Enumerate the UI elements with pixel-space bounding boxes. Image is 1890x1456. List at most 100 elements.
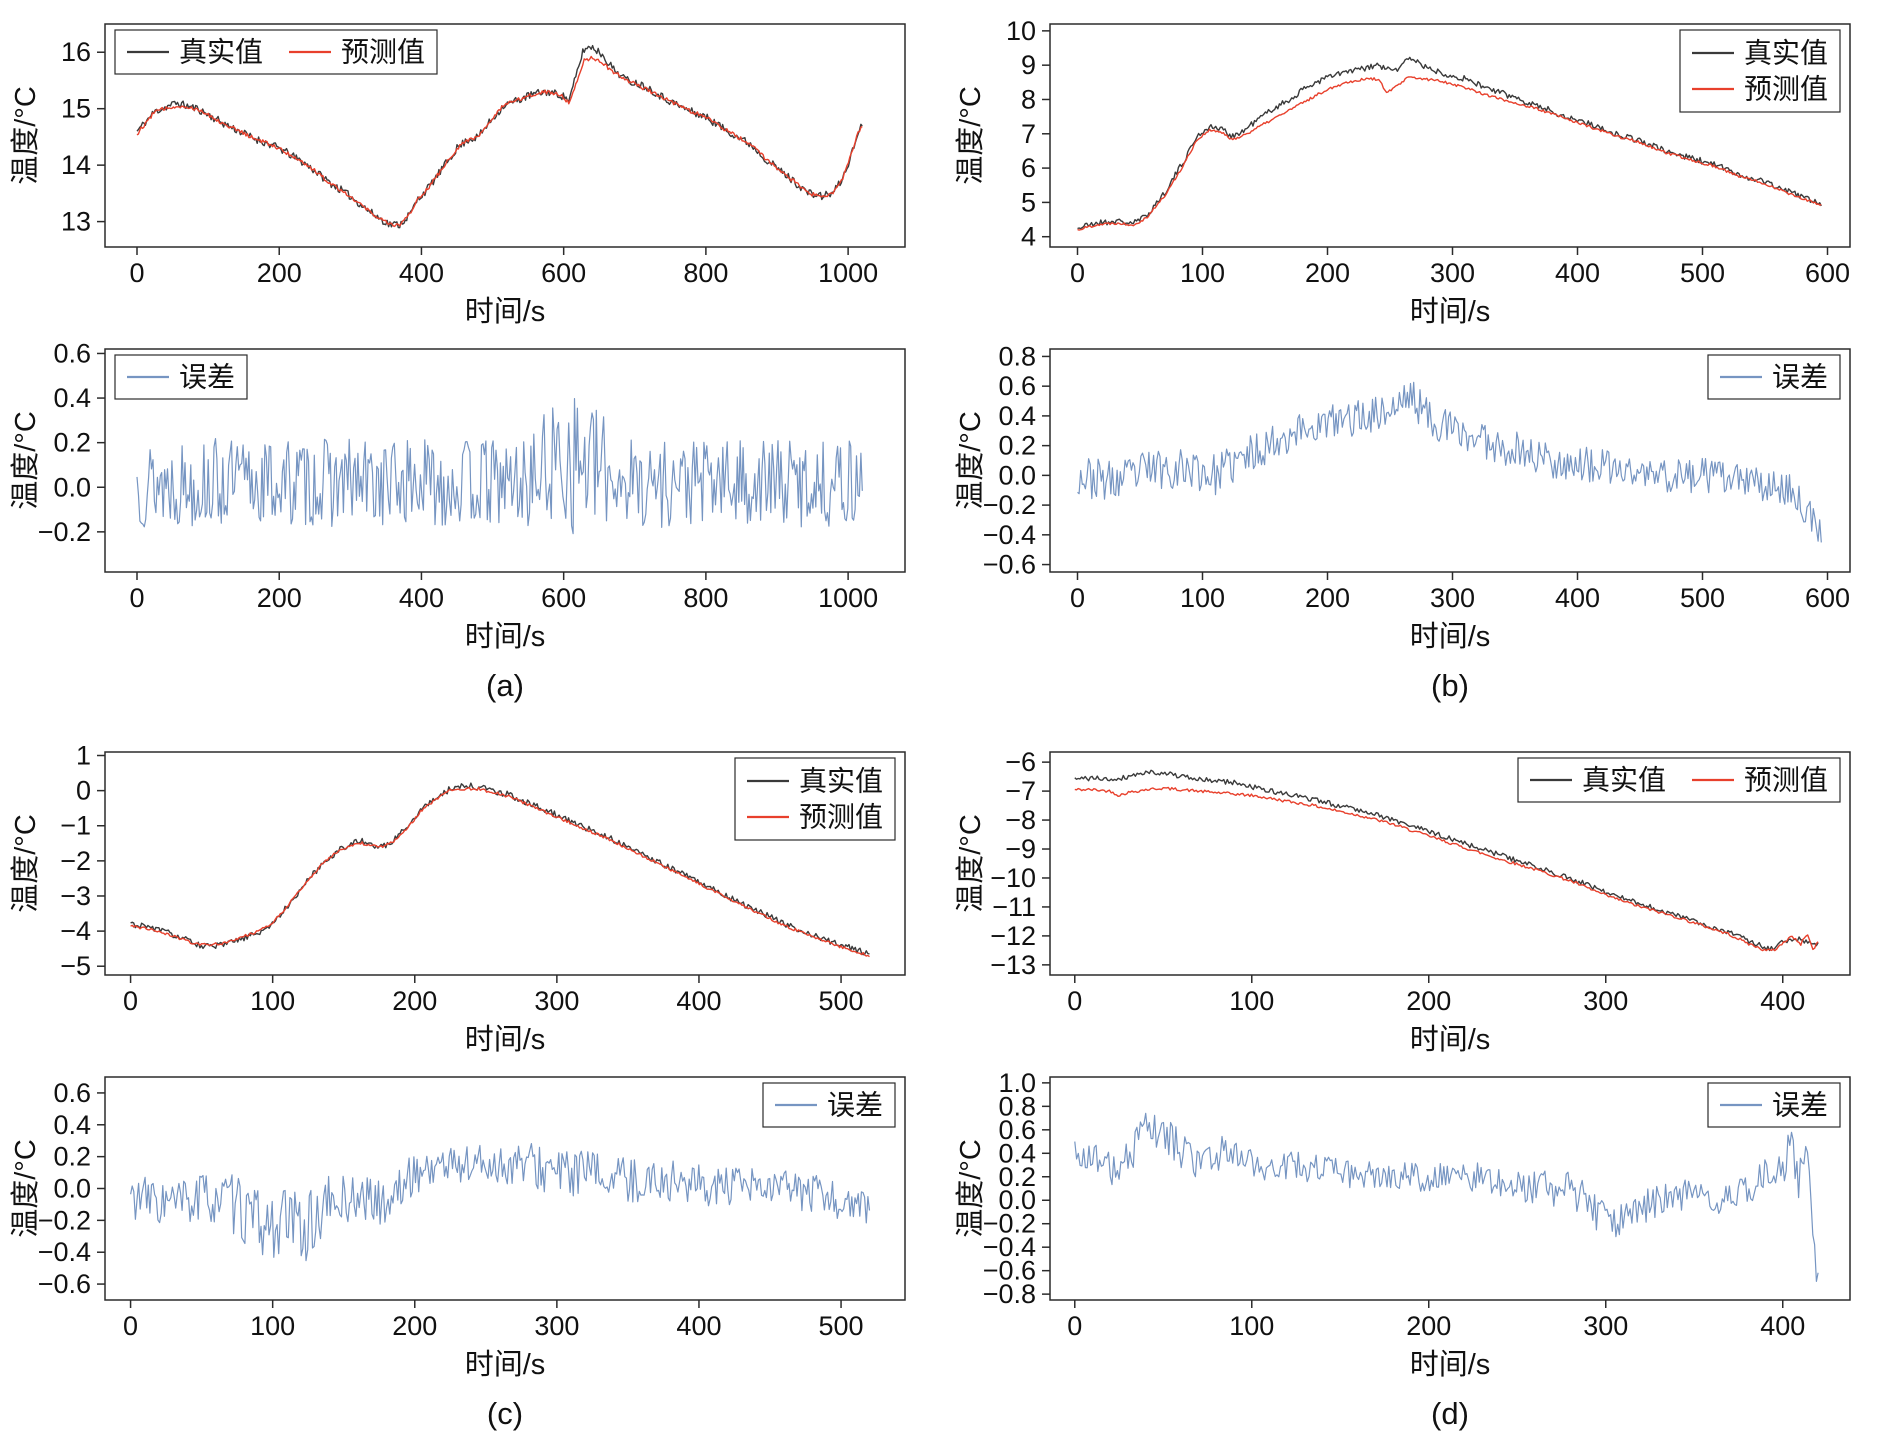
svg-text:600: 600: [1805, 258, 1850, 288]
svg-text:1: 1: [76, 741, 91, 771]
svg-text:100: 100: [1229, 986, 1274, 1016]
svg-text:−0.4: −0.4: [983, 1232, 1036, 1262]
svg-text:100: 100: [250, 1311, 295, 1341]
svg-text:1000: 1000: [818, 258, 878, 288]
svg-text:时间/s: 时间/s: [465, 620, 546, 653]
svg-text:0.4: 0.4: [998, 1138, 1036, 1168]
svg-text:真实值: 真实值: [1744, 38, 1828, 69]
svg-text:−9: −9: [1005, 834, 1036, 864]
panel-d: 0 100 200 300 400 −13 −12 −11 −10 −9 −8 −7 −6 时间/s 温度/…: [945, 728, 1890, 1456]
panel-a: 0 200 400 600 800 1000 13 14 15 16 时间/s 温度/°C 真实值 预测值…: [0, 0, 945, 728]
svg-text:0.2: 0.2: [998, 1162, 1036, 1192]
chart-c-error: 0 100 200 300 400 500 −0.6 −0.4 −0.2 0.0 0.2 0.4 0.6…: [0, 1063, 935, 1388]
svg-text:6: 6: [1021, 153, 1036, 183]
svg-text:−10: −10: [990, 863, 1036, 893]
svg-text:100: 100: [250, 986, 295, 1016]
panel-d-label: (d): [1431, 1396, 1469, 1431]
svg-text:0: 0: [76, 776, 91, 806]
svg-text:10: 10: [1006, 16, 1036, 46]
svg-text:0.6: 0.6: [53, 1078, 91, 1108]
svg-text:400: 400: [399, 258, 444, 288]
svg-text:−0.4: −0.4: [38, 1237, 91, 1267]
svg-text:−13: −13: [990, 950, 1036, 980]
svg-text:200: 200: [257, 258, 302, 288]
svg-text:误差: 误差: [179, 362, 235, 393]
svg-text:预测值: 预测值: [799, 802, 883, 833]
svg-text:300: 300: [534, 1311, 579, 1341]
chart-b-prediction: 0 100 200 300 400 500 600 4 5 6 7 8 9 10 时间/s 温度/°C 真实值预…: [945, 10, 1880, 335]
svg-text:100: 100: [1229, 1311, 1274, 1341]
svg-text:时间/s: 时间/s: [1410, 1348, 1491, 1381]
svg-text:4: 4: [1021, 222, 1036, 252]
svg-text:500: 500: [819, 986, 864, 1016]
svg-text:0: 0: [1070, 258, 1085, 288]
svg-text:−4: −4: [60, 916, 91, 946]
chart-b-error: 0 100 200 300 400 500 600 −0.6 −0.4 −0.2 0.0 0.2 0.4…: [945, 335, 1880, 660]
svg-text:0.4: 0.4: [998, 401, 1036, 431]
svg-text:温度/°C: 温度/°C: [9, 814, 42, 913]
svg-text:时间/s: 时间/s: [1410, 1023, 1491, 1056]
svg-text:500: 500: [819, 1311, 864, 1341]
svg-text:8: 8: [1021, 84, 1036, 114]
svg-text:0.0: 0.0: [998, 460, 1036, 490]
svg-text:14: 14: [61, 150, 91, 180]
svg-text:−3: −3: [60, 881, 91, 911]
svg-text:真实值: 真实值: [1582, 765, 1666, 796]
chart-d-prediction: 0 100 200 300 400 −13 −12 −11 −10 −9 −8 −7 −6 时间/s 温度/…: [945, 738, 1880, 1063]
svg-text:1.0: 1.0: [998, 1068, 1036, 1098]
svg-text:7: 7: [1021, 119, 1036, 149]
svg-text:温度/°C: 温度/°C: [9, 411, 42, 510]
svg-text:−11: −11: [992, 892, 1036, 922]
svg-text:600: 600: [541, 583, 586, 613]
panel-a-label: (a): [486, 668, 524, 703]
svg-text:400: 400: [1760, 986, 1805, 1016]
svg-text:−0.8: −0.8: [983, 1279, 1036, 1309]
svg-text:0.0: 0.0: [998, 1185, 1036, 1215]
svg-text:200: 200: [392, 1311, 437, 1341]
svg-text:时间/s: 时间/s: [465, 1023, 546, 1056]
svg-text:0.6: 0.6: [998, 1115, 1036, 1145]
svg-text:−2: −2: [60, 846, 91, 876]
panel-b: 0 100 200 300 400 500 600 4 5 6 7 8 9 10 时间/s 温度/°C 真实值预…: [945, 0, 1890, 728]
svg-text:温度/°C: 温度/°C: [954, 411, 987, 510]
chart-c-prediction: 0 100 200 300 400 500 −5 −4 −3 −2 −1 0 1 时间/s 温度/°C 真实值…: [0, 738, 935, 1063]
svg-text:300: 300: [534, 986, 579, 1016]
chart-a-prediction: 0 200 400 600 800 1000 13 14 15 16 时间/s 温度/°C 真实值 预测值: [0, 10, 935, 335]
svg-text:0: 0: [1067, 986, 1082, 1016]
svg-text:300: 300: [1430, 258, 1475, 288]
svg-text:温度/°C: 温度/°C: [9, 86, 42, 185]
svg-text:−0.2: −0.2: [38, 1205, 91, 1235]
svg-text:误差: 误差: [1772, 1090, 1828, 1121]
svg-text:0.8: 0.8: [998, 341, 1036, 371]
svg-text:15: 15: [61, 94, 91, 124]
svg-text:300: 300: [1430, 583, 1475, 613]
svg-text:时间/s: 时间/s: [465, 1348, 546, 1381]
svg-text:−12: −12: [990, 921, 1036, 951]
svg-text:400: 400: [1555, 258, 1600, 288]
svg-text:500: 500: [1680, 583, 1725, 613]
svg-text:0.8: 0.8: [998, 1091, 1036, 1121]
chart-d-error: 0 100 200 300 400 −0.8 −0.6 −0.4 −0.2 0.0 0.2 0.4 0.…: [945, 1063, 1880, 1388]
svg-text:13: 13: [61, 207, 91, 237]
svg-text:预测值: 预测值: [341, 37, 425, 68]
chart-a-error: 0 200 400 600 800 1000 −0.2 0.0 0.2 0.4 0.6 时间/s 温度/…: [0, 335, 935, 660]
svg-text:9: 9: [1021, 50, 1036, 80]
svg-text:预测值: 预测值: [1744, 74, 1828, 105]
svg-text:0: 0: [123, 1311, 138, 1341]
svg-text:200: 200: [1305, 583, 1350, 613]
svg-text:0.4: 0.4: [53, 1110, 91, 1140]
svg-text:400: 400: [1760, 1311, 1805, 1341]
svg-text:时间/s: 时间/s: [465, 295, 546, 328]
svg-text:0: 0: [1067, 1311, 1082, 1341]
svg-text:0.0: 0.0: [53, 472, 91, 502]
svg-text:400: 400: [676, 1311, 721, 1341]
svg-text:温度/°C: 温度/°C: [954, 1139, 987, 1238]
svg-text:16: 16: [61, 37, 91, 67]
svg-text:−0.2: −0.2: [983, 490, 1036, 520]
svg-text:200: 200: [1406, 986, 1451, 1016]
svg-text:200: 200: [392, 986, 437, 1016]
svg-text:0.2: 0.2: [53, 1142, 91, 1172]
svg-text:5: 5: [1021, 187, 1036, 217]
